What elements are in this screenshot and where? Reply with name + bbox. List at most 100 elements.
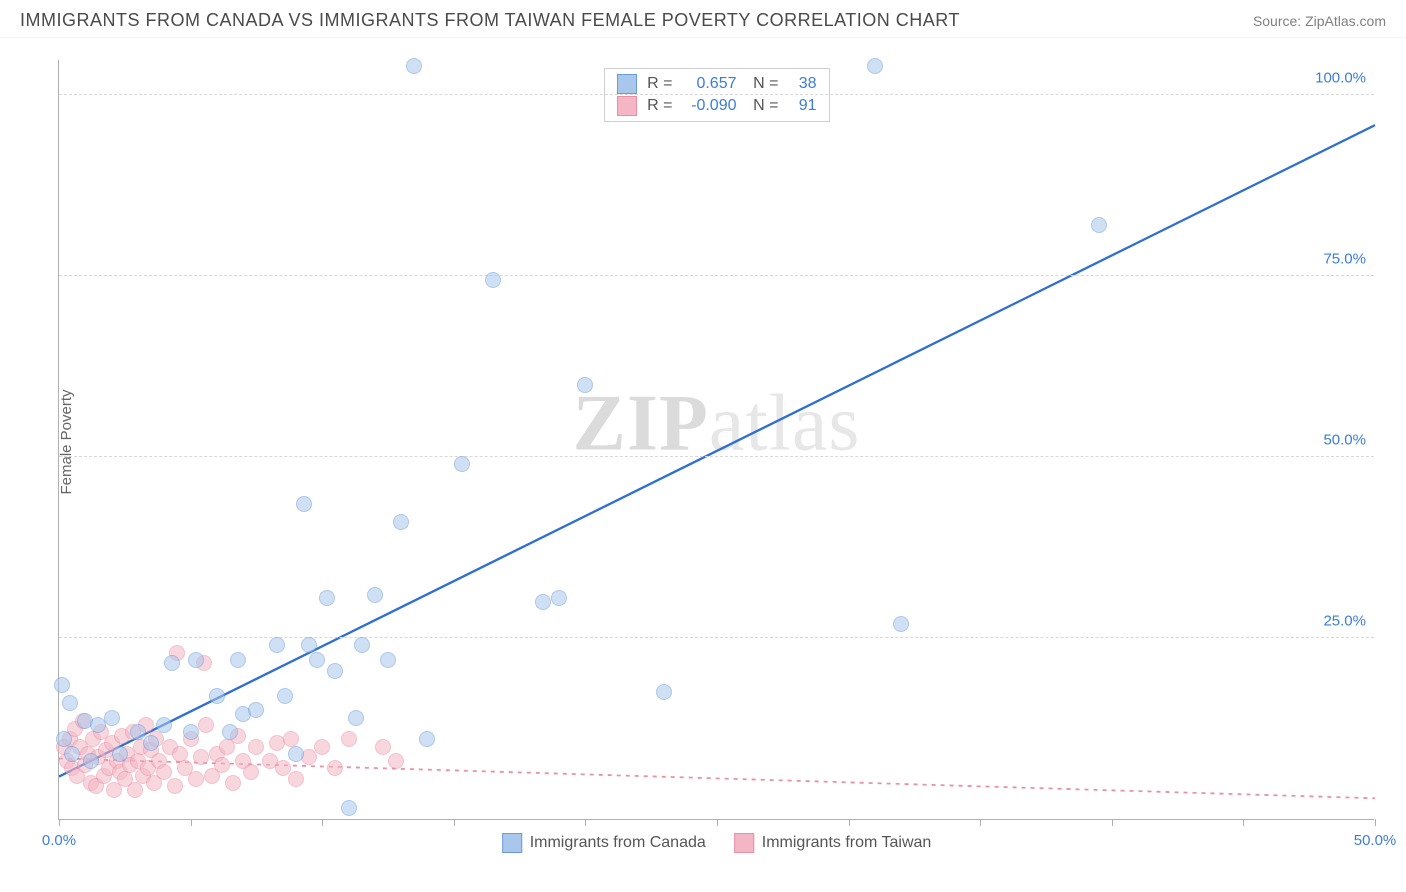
data-point-canada xyxy=(83,753,99,769)
data-point-taiwan xyxy=(198,717,214,733)
legend-stat-row-taiwan: R = -0.090 N = 91 xyxy=(617,96,817,116)
data-point-canada xyxy=(143,735,159,751)
data-point-canada xyxy=(380,652,396,668)
data-point-canada xyxy=(551,590,567,606)
r-value: -0.090 xyxy=(681,97,743,115)
regression-line-taiwan xyxy=(59,758,1375,798)
data-point-canada xyxy=(893,616,909,632)
data-point-canada xyxy=(104,710,120,726)
data-point-canada xyxy=(64,746,80,762)
x-tick xyxy=(454,819,455,826)
data-point-taiwan xyxy=(288,771,304,787)
x-tick xyxy=(1375,819,1376,826)
legend-swatch xyxy=(734,833,754,853)
x-tick xyxy=(1112,819,1113,826)
data-point-canada xyxy=(348,710,364,726)
data-point-taiwan xyxy=(243,764,259,780)
data-point-canada xyxy=(1091,217,1107,233)
data-point-taiwan xyxy=(193,749,209,765)
legend-label: Immigrants from Canada xyxy=(530,834,706,852)
source-attribution: Source: ZipAtlas.com xyxy=(1253,13,1386,29)
n-value: 91 xyxy=(787,97,817,115)
data-point-canada xyxy=(535,594,551,610)
y-tick-label: 75.0% xyxy=(1323,251,1366,268)
series-legend: Immigrants from Canada Immigrants from Ta… xyxy=(502,833,932,853)
data-point-canada xyxy=(485,272,501,288)
data-point-canada xyxy=(156,717,172,733)
data-point-canada xyxy=(188,652,204,668)
x-tick xyxy=(1243,819,1244,826)
data-point-canada xyxy=(248,702,264,718)
gridline xyxy=(59,94,1374,95)
data-point-canada xyxy=(354,637,370,653)
data-point-canada xyxy=(54,677,70,693)
data-point-taiwan xyxy=(327,760,343,776)
data-point-taiwan xyxy=(375,739,391,755)
n-value: 38 xyxy=(787,75,817,93)
data-point-canada xyxy=(341,800,357,816)
chart-container: Female Poverty ZIPatlas R =0.657N =38R =… xyxy=(50,52,1380,832)
data-point-taiwan xyxy=(341,731,357,747)
legend-item-canada: Immigrants from Canada xyxy=(502,833,706,853)
data-point-canada xyxy=(269,637,285,653)
n-label: N = xyxy=(751,97,779,115)
data-point-taiwan xyxy=(214,757,230,773)
x-tick xyxy=(849,819,850,826)
data-point-canada xyxy=(327,663,343,679)
legend-item-taiwan: Immigrants from Taiwan xyxy=(734,833,932,853)
x-tick xyxy=(191,819,192,826)
data-point-canada xyxy=(183,724,199,740)
x-tick xyxy=(322,819,323,826)
data-point-canada xyxy=(419,731,435,747)
data-point-canada xyxy=(288,746,304,762)
data-point-taiwan xyxy=(167,778,183,794)
data-point-canada xyxy=(112,746,128,762)
data-point-canada xyxy=(309,652,325,668)
gridline xyxy=(59,275,1374,276)
gridline xyxy=(59,456,1374,457)
chart-title: IMMIGRANTS FROM CANADA VS IMMIGRANTS FRO… xyxy=(20,10,960,31)
data-point-taiwan xyxy=(388,753,404,769)
legend-stat-row-canada: R = 0.657 N = 38 xyxy=(617,74,817,94)
r-label: R = xyxy=(645,97,673,115)
title-bar: IMMIGRANTS FROM CANADA VS IMMIGRANTS FRO… xyxy=(0,0,1406,38)
legend-swatch xyxy=(617,96,637,116)
y-tick-label: 100.0% xyxy=(1315,70,1366,87)
data-point-canada xyxy=(209,688,225,704)
data-point-canada xyxy=(393,514,409,530)
n-label: N = xyxy=(751,75,779,93)
data-point-taiwan xyxy=(248,739,264,755)
data-point-canada xyxy=(230,652,246,668)
data-point-canada xyxy=(867,58,883,74)
watermark-bold: ZIP xyxy=(573,380,709,468)
y-tick-label: 25.0% xyxy=(1323,613,1366,630)
data-point-taiwan xyxy=(314,739,330,755)
data-point-canada xyxy=(222,724,238,740)
data-point-canada xyxy=(577,377,593,393)
data-point-taiwan xyxy=(225,775,241,791)
data-point-canada xyxy=(296,496,312,512)
plot-area: ZIPatlas R =0.657N =38R =-0.090N =91 Imm… xyxy=(58,60,1374,820)
x-tick-label: 50.0% xyxy=(1354,832,1397,849)
r-label: R = xyxy=(645,75,673,93)
data-point-canada xyxy=(406,58,422,74)
data-point-taiwan xyxy=(188,771,204,787)
watermark-rest: atlas xyxy=(709,380,861,468)
data-point-canada xyxy=(277,688,293,704)
x-tick xyxy=(717,819,718,826)
legend-label: Immigrants from Taiwan xyxy=(762,834,932,852)
source-label: Source: xyxy=(1253,13,1305,29)
data-point-canada xyxy=(656,684,672,700)
data-point-canada xyxy=(164,655,180,671)
gridline xyxy=(59,637,1374,638)
x-tick-label: 0.0% xyxy=(42,832,76,849)
regression-line-canada xyxy=(59,125,1375,776)
x-tick xyxy=(59,819,60,826)
data-point-canada xyxy=(62,695,78,711)
data-point-taiwan xyxy=(156,764,172,780)
legend-swatch xyxy=(502,833,522,853)
data-point-canada xyxy=(454,456,470,472)
r-value: 0.657 xyxy=(681,75,743,93)
y-tick-label: 50.0% xyxy=(1323,432,1366,449)
legend-swatch xyxy=(617,74,637,94)
